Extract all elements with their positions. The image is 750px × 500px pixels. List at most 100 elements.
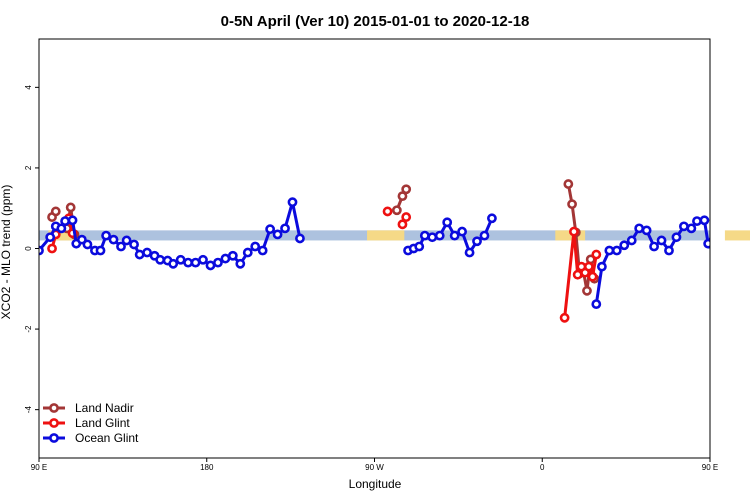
data-point [596, 261, 607, 272]
y-tick-label: -2 [24, 325, 33, 333]
data-point [397, 219, 408, 230]
data-point [434, 230, 445, 241]
data-point [582, 285, 592, 296]
data-point [703, 238, 710, 249]
data-point [401, 184, 412, 195]
data-point [723, 208, 730, 215]
y-axis-label: XCO2 - MLO trend (ppm) [0, 185, 13, 320]
legend-label: Land Nadir [75, 401, 134, 415]
data-point [121, 235, 132, 246]
data-point [457, 226, 468, 237]
data-point [95, 245, 106, 256]
data-point [716, 241, 723, 248]
data-point [295, 233, 305, 244]
data-point [198, 254, 208, 265]
data-point [175, 254, 186, 265]
data-point [220, 253, 231, 264]
y-tick-label: -4 [24, 406, 33, 414]
data-point [699, 215, 710, 226]
data-point [723, 247, 730, 254]
data-point [449, 230, 460, 241]
data-point [479, 230, 490, 241]
data-point [708, 236, 710, 243]
data-point [82, 239, 93, 250]
data-point [587, 271, 598, 282]
data-point [397, 191, 408, 202]
data-point [472, 236, 482, 247]
y-tick-label: 2 [24, 165, 33, 170]
land-band-0 [48, 230, 77, 241]
data-point [272, 229, 283, 240]
data-point [464, 247, 475, 258]
data-point [190, 257, 201, 268]
data-point [47, 243, 57, 254]
data-point [664, 245, 674, 256]
data-point [427, 232, 438, 243]
x-tick-label: 90 E [702, 463, 718, 472]
data-point [108, 234, 119, 245]
data-point [287, 197, 298, 208]
data-point [101, 230, 111, 241]
data-point [692, 216, 702, 227]
data-point [569, 226, 579, 237]
y-axis: -4 -2 0 2 4 [24, 85, 39, 414]
data-point [591, 249, 602, 260]
data-point [142, 247, 153, 258]
legend-label: Ocean Glint [75, 431, 139, 445]
data-point [719, 245, 726, 252]
data-point [559, 312, 570, 323]
data-point [719, 213, 726, 220]
data-point [65, 202, 76, 213]
data-point [235, 258, 246, 269]
x-axis: 90 E 180 90 W 0 90 E [31, 458, 718, 472]
data-point [227, 250, 238, 261]
legend-item: Ocean Glint [43, 431, 139, 445]
legend-marker [49, 418, 59, 428]
data-point [563, 179, 574, 189]
data-point [391, 205, 402, 216]
data-point [60, 216, 70, 227]
legend-item: Land Nadir [43, 401, 134, 415]
data-point [45, 232, 56, 243]
data-point [604, 245, 615, 256]
data-point [641, 225, 652, 236]
series-line [723, 211, 727, 217]
legend-item: Land Glint [43, 416, 130, 430]
data-point [56, 223, 67, 234]
data-point [442, 217, 453, 228]
series-layer [39, 179, 745, 323]
y-tick-label: 4 [24, 85, 33, 90]
data-point [679, 221, 689, 232]
data-point [50, 206, 61, 217]
data-point [686, 223, 697, 234]
data-point [250, 241, 261, 252]
data-point [572, 269, 583, 280]
x-axis-label: Longitude [349, 477, 402, 491]
legend-label: Land Glint [75, 416, 130, 430]
x-tick-label: 0 [540, 463, 545, 472]
data-point [116, 241, 126, 252]
data-point [729, 247, 736, 254]
x-tick-label: 90 E [31, 463, 47, 472]
data-point [265, 224, 276, 235]
data-point [382, 206, 393, 217]
data-point [626, 235, 637, 246]
data-point [134, 249, 145, 260]
data-point [419, 230, 430, 241]
series-group [39, 179, 745, 323]
data-point [656, 235, 667, 246]
data-point [129, 239, 139, 250]
series-ocean-glint [39, 197, 736, 309]
data-point [634, 223, 645, 234]
data-point [591, 299, 602, 309]
series-line [738, 207, 745, 234]
data-point [401, 212, 412, 222]
data-point [205, 260, 216, 271]
legend-marker [49, 433, 59, 443]
data-point [242, 247, 253, 258]
data-point [738, 204, 745, 211]
x-tick-label: 90 W [365, 463, 384, 472]
legend-marker [49, 403, 59, 413]
data-point [414, 241, 425, 252]
data-point [183, 257, 194, 268]
